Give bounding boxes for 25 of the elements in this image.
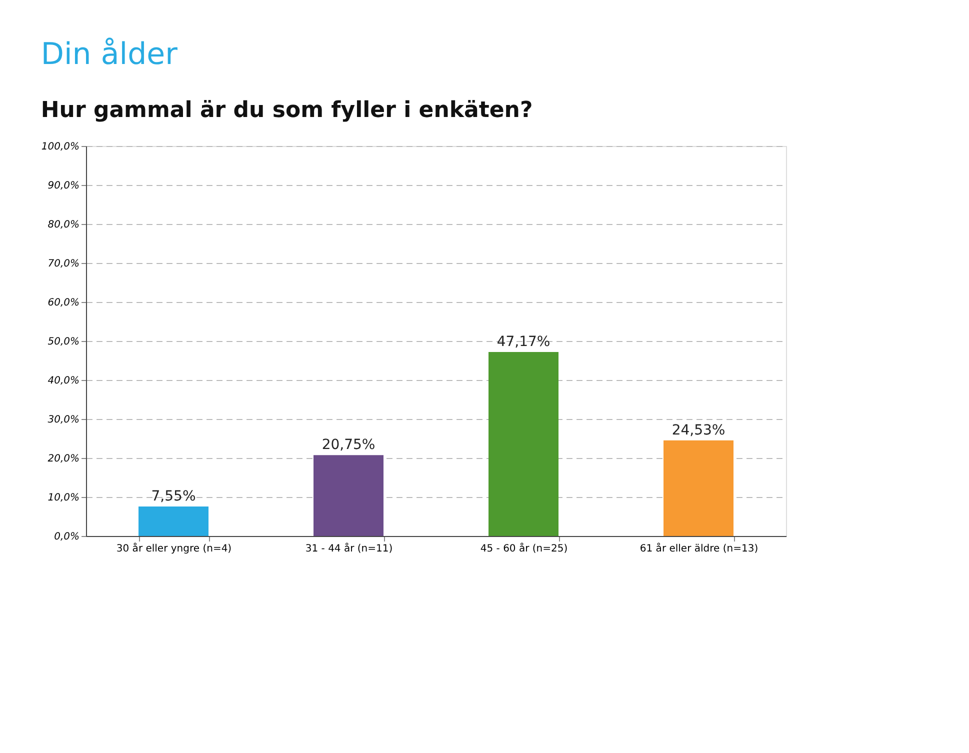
data-label: 47,17% <box>496 334 550 350</box>
y-tick-label: 90,0% <box>48 180 80 192</box>
data-label: 20,75% <box>322 437 376 454</box>
y-tick-label: 30,0% <box>48 414 80 426</box>
y-tick-label: 20,0% <box>48 454 80 464</box>
bar <box>138 506 208 536</box>
data-label: 24,53% <box>672 422 726 438</box>
y-tick-label: 100,0% <box>41 142 80 152</box>
x-tick-label: 61 år eller äldre (n=13) <box>640 542 758 554</box>
x-tick-label: 45 - 60 år (n=25) <box>480 542 568 554</box>
y-tick-label: 0,0% <box>54 532 80 542</box>
chart-subtitle: Hur gammal är du som fyller i enkäten? <box>40 98 533 123</box>
chart-title: Din ålder <box>40 37 178 72</box>
x-tick-label: 30 år eller yngre (n=4) <box>116 542 232 554</box>
data-label: 7,55% <box>151 488 196 505</box>
bar <box>314 455 384 536</box>
x-tick-label: 31 - 44 år (n=11) <box>305 542 393 554</box>
bar <box>488 352 558 536</box>
y-tick-label: 10,0% <box>48 492 80 504</box>
y-tick-label: 70,0% <box>48 258 80 270</box>
y-tick-label: 40,0% <box>48 376 80 386</box>
y-tick-label: 80,0% <box>48 220 80 230</box>
bar <box>664 440 734 536</box>
y-tick-label: 60,0% <box>48 298 80 308</box>
y-tick-label: 50,0% <box>48 336 80 348</box>
